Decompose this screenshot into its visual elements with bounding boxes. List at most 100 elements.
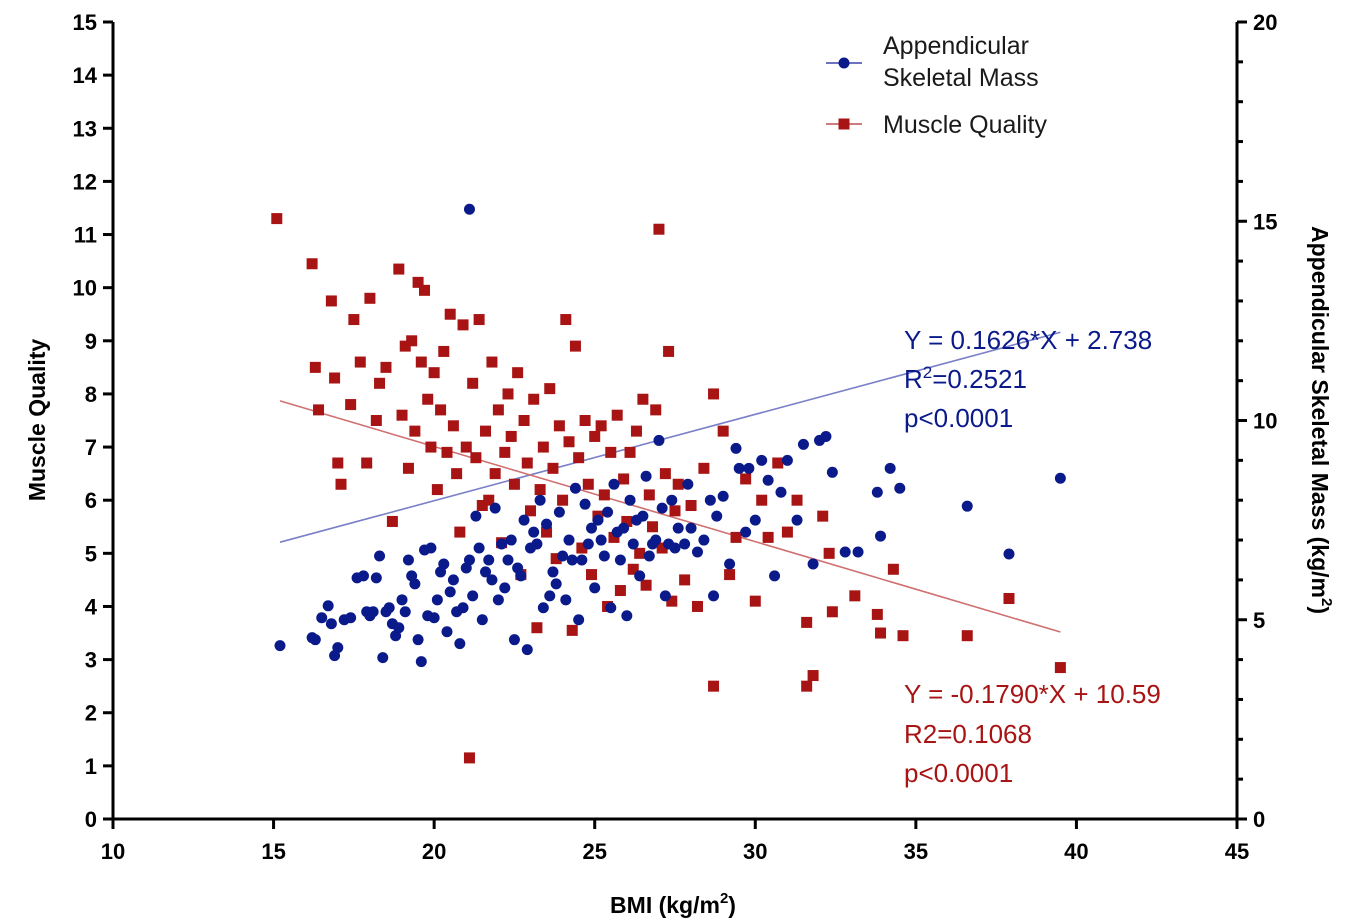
asm-point [476, 614, 488, 626]
mq-point [647, 521, 659, 533]
mq-point [961, 630, 973, 642]
asm-point [618, 522, 630, 534]
x-axis-title-base: BMI (kg/m [610, 892, 720, 918]
mq-p-value: p<0.0001 [904, 758, 1013, 788]
mq-point [435, 404, 447, 416]
asm-point [740, 526, 752, 538]
mq-point [409, 425, 421, 437]
mq-point [598, 489, 610, 501]
mq-point [438, 345, 450, 357]
asm-point [496, 538, 508, 550]
asm-point [402, 554, 414, 566]
y-right-tick-label: 10 [1253, 409, 1277, 434]
mq-point [309, 361, 321, 373]
legend: Appendicular Skeletal Mass Muscle Qualit… [826, 32, 1047, 139]
x-tick-label: 15 [261, 839, 285, 864]
asm-point [480, 566, 492, 578]
mq-point [1003, 592, 1015, 604]
mq-point [441, 446, 453, 458]
mq-point [480, 425, 492, 437]
asm-point [537, 602, 549, 614]
mq-point [781, 526, 793, 538]
x-axis-title-end: ) [728, 892, 736, 918]
asm-point [733, 462, 745, 474]
mq-point [534, 484, 546, 496]
mq-point [653, 223, 665, 235]
mq-point [463, 752, 475, 764]
mq-point [508, 478, 520, 490]
asm-point [345, 612, 357, 624]
asm-point [839, 546, 851, 558]
mq-point [451, 468, 463, 480]
mq-point [348, 314, 360, 326]
asm-point [441, 626, 453, 638]
asm-point [515, 570, 527, 582]
asm-point [274, 640, 286, 652]
legend-mq-label: Muscle Quality [883, 111, 1047, 139]
x-axis-title-sup: 2 [720, 890, 728, 907]
asm-point [1054, 472, 1066, 484]
asm-r2-base: R [904, 364, 923, 394]
mq-point [887, 563, 899, 575]
mq-point [428, 367, 440, 379]
asm-point [396, 594, 408, 606]
asm-point [682, 478, 694, 490]
mq-point [749, 595, 761, 607]
asm-point [444, 586, 456, 598]
asm-point [534, 494, 546, 506]
mq-point [756, 494, 768, 506]
asm-point [367, 606, 379, 618]
mq-point [566, 624, 578, 636]
mq-point [666, 595, 678, 607]
asm-point [749, 514, 761, 526]
mq-point [634, 547, 646, 559]
asm-fit-line [279, 331, 1061, 543]
asm-point [393, 622, 405, 634]
mq-point [708, 388, 720, 400]
asm-point [826, 466, 838, 478]
asm-point [743, 462, 755, 474]
asm-point [704, 494, 716, 506]
mq-point [589, 430, 601, 442]
y-left-tick-label: 9 [85, 329, 97, 354]
y-left-tick-label: 4 [85, 594, 98, 619]
y-axis-right-title-end: ) [1307, 606, 1333, 614]
asm-point [557, 550, 569, 562]
legend-mq-marker [838, 118, 850, 130]
mq-point [329, 372, 341, 384]
asm-point [586, 522, 598, 534]
mq-point [849, 590, 861, 602]
mq-point [875, 627, 887, 639]
asm-point [573, 614, 585, 626]
mq-point [679, 574, 691, 586]
asm-point [374, 550, 386, 562]
asm-point [730, 442, 742, 454]
mq-point [656, 542, 668, 554]
asm-point [467, 590, 479, 602]
asm-point [447, 574, 459, 586]
mq-point [826, 606, 838, 618]
mq-point [399, 340, 411, 352]
mq-point [460, 441, 472, 453]
asm-point [691, 546, 703, 558]
asm-point [425, 542, 437, 554]
y-right-tick-label: 20 [1253, 10, 1277, 35]
asm-point [650, 534, 662, 546]
y-left-tick-label: 0 [85, 807, 97, 832]
asm-point [634, 570, 646, 582]
mq-point [541, 526, 553, 538]
mq-point [801, 616, 813, 628]
mq-point [518, 415, 530, 426]
asm-point [357, 570, 369, 582]
asm-point [473, 542, 485, 554]
asm-point [797, 438, 809, 450]
asm-point [383, 602, 395, 614]
asm-point [871, 486, 883, 498]
asm-point [563, 534, 575, 546]
asm-r2-sup: 2 [923, 363, 932, 382]
asm-point [415, 656, 427, 668]
mq-point [345, 399, 357, 411]
y-left-tick-label: 15 [73, 10, 97, 35]
mq-point [685, 500, 697, 512]
